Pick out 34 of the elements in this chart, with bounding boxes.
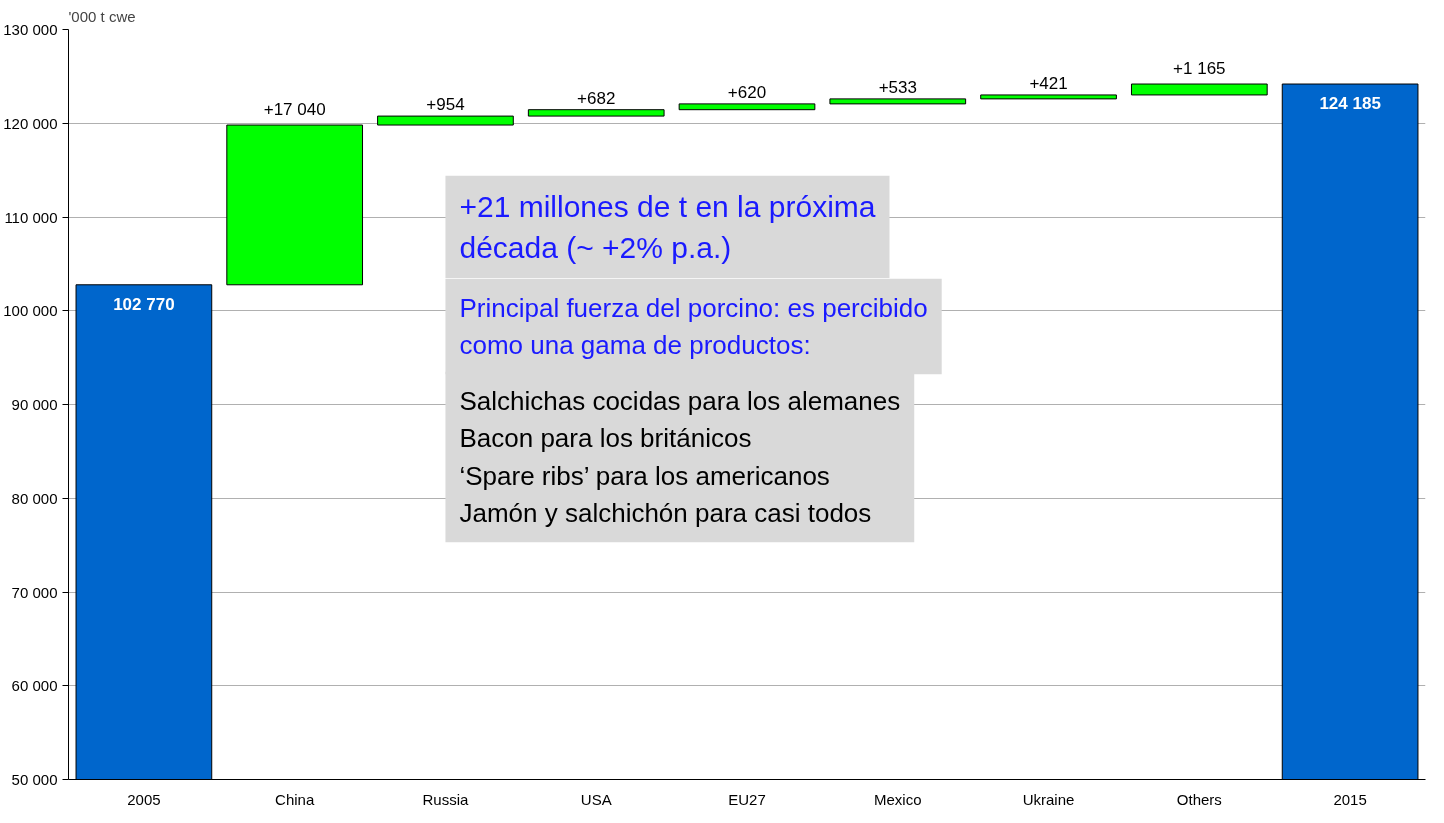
y-tick-label: 50 000: [11, 771, 58, 788]
data-label: +421: [1029, 73, 1068, 93]
annotation: Salchichas cocidas para los alemanes: [459, 385, 901, 416]
data-label: +954: [426, 95, 465, 115]
y-tick-label: 80 000: [11, 489, 58, 507]
data-label: +533: [878, 77, 917, 97]
data-label: +17 040: [263, 100, 326, 120]
x-tick-label: 2015: [1333, 790, 1367, 808]
data-label: 102 770: [113, 294, 175, 314]
x-tick-label: Russia: [422, 790, 470, 808]
y-tick-label: 60 000: [11, 677, 58, 695]
y-tick-label: 110 000: [4, 208, 58, 226]
annotation: Bacon para los británicos: [459, 423, 752, 454]
y-tick-label: 130 000: [3, 21, 58, 38]
x-tick-label: Others: [1176, 790, 1222, 808]
x-tick-label: Ukraine: [1022, 790, 1075, 808]
x-tick-label: Mexico: [874, 790, 922, 808]
y-tick-label: 100 000: [3, 302, 58, 320]
x-tick-label: USA: [580, 790, 612, 808]
x-tick-label: China: [275, 790, 315, 808]
annotation: +21 millones de t en la próxima década (~ +2% p.a.): [459, 189, 876, 264]
y-axis-title: '000 t cwe: [68, 7, 136, 25]
data-label: +620: [727, 82, 767, 102]
data-label: 124 185: [1319, 94, 1381, 114]
data-label: +1 165: [1173, 59, 1226, 79]
x-tick-label: 2005: [127, 790, 161, 808]
annotation: Principal fuerza del porcino: es percibido como una gama de productos:: [459, 292, 928, 361]
y-tick-label: 120 000: [3, 114, 58, 132]
annotation: ‘Spare ribs’ para los americanos: [459, 460, 830, 491]
x-tick-label: EU27: [728, 790, 766, 808]
y-tick-label: 70 000: [11, 583, 58, 601]
data-label: +682: [577, 88, 616, 108]
y-tick-label: 90 000: [11, 396, 58, 413]
annotation: Jamón y salchichón para casi todos: [459, 498, 872, 529]
